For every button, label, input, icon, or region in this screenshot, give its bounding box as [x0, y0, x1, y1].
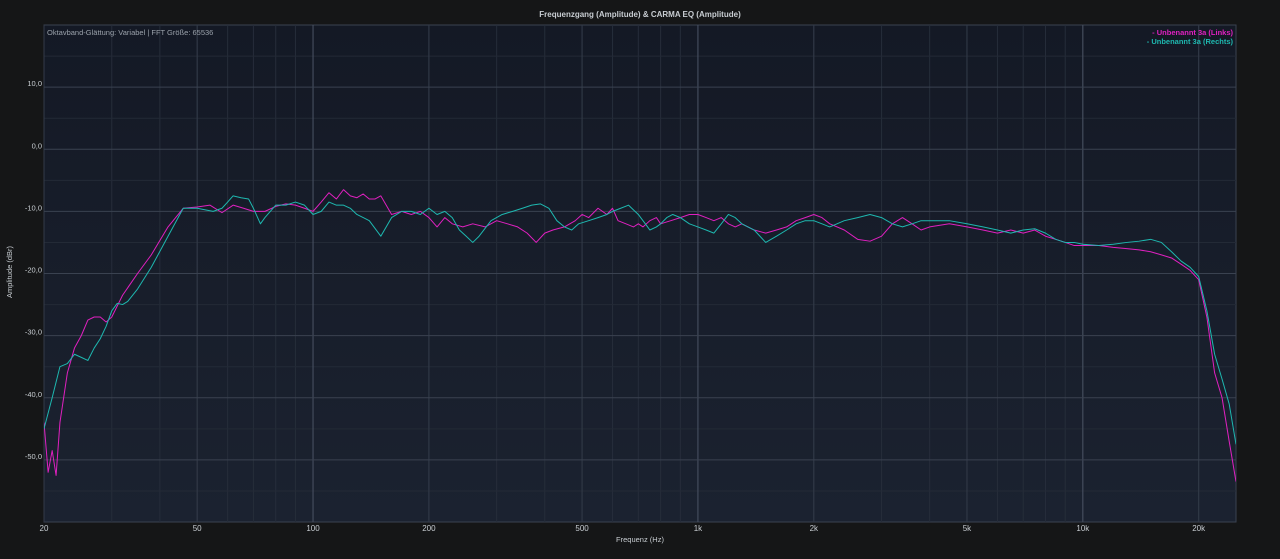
x-tick-label: 10k — [1076, 524, 1090, 533]
chart-title: Frequenzgang (Amplitude) & CARMA EQ (Amp… — [539, 10, 741, 19]
x-tick-label: 20 — [40, 524, 49, 533]
chart-subtitle: Oktavband-Glättung: Variabel | FFT Größe… — [47, 28, 213, 37]
series-line-rechts[interactable] — [44, 195, 1236, 445]
y-tick-label: -10,0 — [25, 203, 42, 212]
x-tick-label: 100 — [306, 524, 320, 533]
x-tick-label: 500 — [575, 524, 589, 533]
x-tick-label: 2k — [810, 524, 819, 533]
x-tick-label: 200 — [422, 524, 436, 533]
legend-item-rechts[interactable]: - Unbenannt 3a (Rechts) — [1147, 37, 1234, 46]
x-tick-label: 20k — [1192, 524, 1206, 533]
x-tick-label: 50 — [193, 524, 202, 533]
x-axis-label: Frequenz (Hz) — [616, 535, 664, 544]
y-tick-label: -50,0 — [25, 452, 42, 461]
x-tick-label: 1k — [694, 524, 703, 533]
x-tick-labels: 20 50 100 200 500 1k 2k 5k 10k 20k — [40, 524, 1207, 533]
y-tick-label: -30,0 — [25, 328, 42, 337]
legend[interactable]: - Unbenannt 3a (Links) - Unbenannt 3a (R… — [1147, 28, 1234, 46]
legend-item-links[interactable]: - Unbenannt 3a (Links) — [1152, 28, 1233, 37]
y-axis-label: Amplitude (dBr) — [5, 245, 14, 298]
y-tick-label: -20,0 — [25, 266, 42, 275]
y-tick-label: 0,0 — [32, 141, 42, 150]
y-tick-label: -40,0 — [25, 390, 42, 399]
y-tick-labels: 10,0 0,0 -10,0 -20,0 -30,0 -40,0 -50,0 — [25, 79, 42, 461]
x-tick-label: 5k — [963, 524, 972, 533]
y-tick-label: 10,0 — [27, 79, 42, 88]
series-group — [44, 189, 1236, 482]
series-line-links[interactable] — [44, 189, 1236, 482]
major-gridlines — [43, 25, 1236, 522]
